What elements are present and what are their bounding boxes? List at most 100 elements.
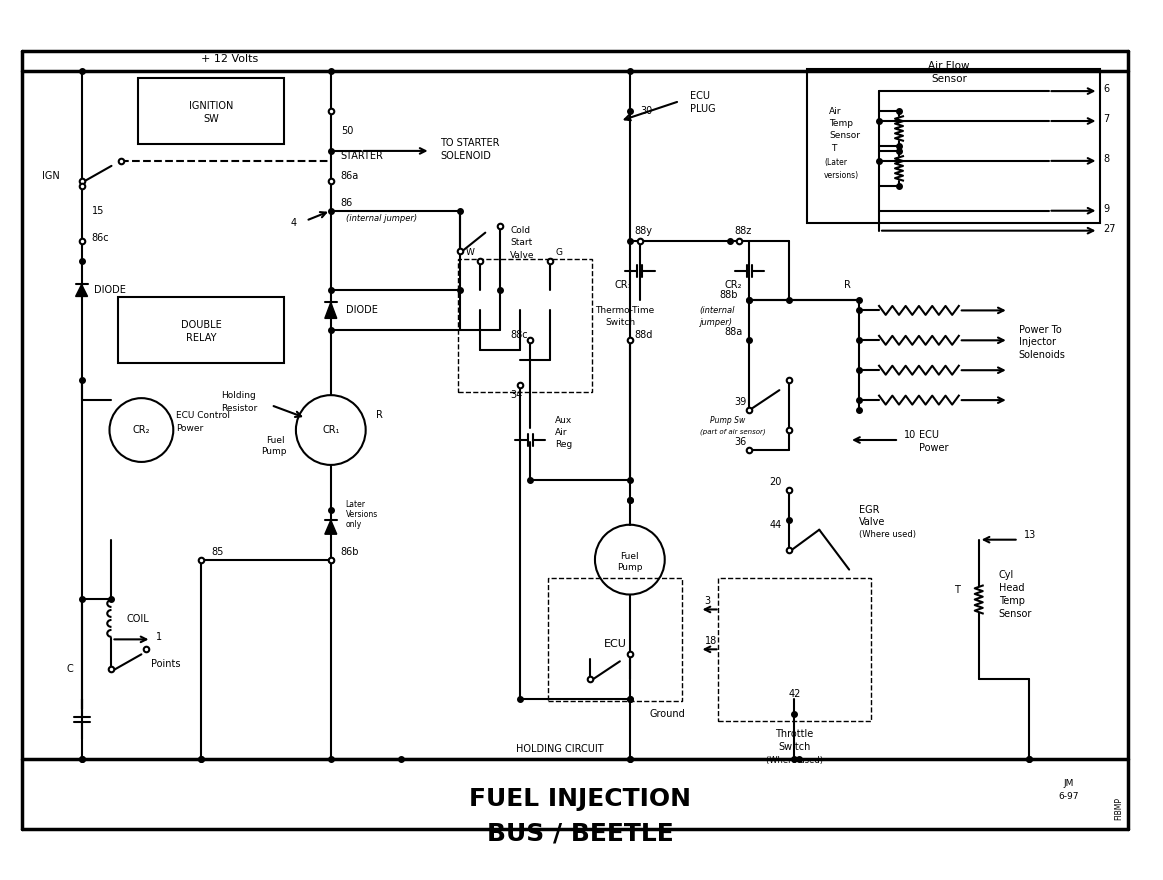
Text: Switch: Switch [605,318,635,326]
Text: G: G [555,248,562,257]
Text: Air: Air [829,106,842,115]
Text: (part of air sensor): (part of air sensor) [700,429,765,436]
Text: Throttle: Throttle [776,729,813,739]
Text: 86b: 86b [341,546,359,557]
Text: Fuel: Fuel [621,552,640,561]
Text: Aux: Aux [555,415,572,424]
Text: 8: 8 [1104,154,1110,164]
Text: 4: 4 [291,217,297,228]
Text: Temp: Temp [829,119,854,128]
Text: Power: Power [919,443,949,453]
Text: IGNITION: IGNITION [188,101,234,111]
Text: 18: 18 [705,636,716,647]
Text: 88z: 88z [735,225,751,236]
Text: 27: 27 [1104,224,1115,234]
Text: CR₁: CR₁ [615,281,633,290]
Text: 86a: 86a [341,171,359,180]
Text: 13: 13 [1023,530,1036,539]
Text: EGR: EGR [859,505,879,515]
Text: CR₂: CR₂ [133,425,150,435]
Text: (Where used): (Where used) [765,757,823,766]
Text: Points: Points [151,659,181,670]
Text: DIODE: DIODE [345,305,378,315]
Text: Holding: Holding [221,391,256,400]
Text: Pump: Pump [261,447,286,457]
Polygon shape [324,303,337,319]
Text: 88y: 88y [635,225,652,236]
Text: 34: 34 [511,390,522,400]
Text: DIODE: DIODE [93,285,126,296]
Polygon shape [76,284,87,297]
Text: 88a: 88a [725,327,743,337]
Text: R: R [844,281,851,290]
Text: Later: Later [345,501,365,510]
Text: Valve: Valve [511,251,535,260]
Text: FIBMP: FIBMP [1114,797,1122,820]
Text: 7: 7 [1104,114,1110,124]
Text: SW: SW [204,114,219,124]
Text: 15: 15 [92,206,104,216]
Text: Pump Sw: Pump Sw [709,415,744,424]
Polygon shape [324,520,337,534]
Text: ECU: ECU [604,640,627,649]
Text: only: only [345,520,362,529]
Text: 88b: 88b [720,290,739,300]
Text: jumper): jumper) [700,318,733,326]
Text: COIL: COIL [127,614,149,625]
Text: CR₁: CR₁ [322,425,340,435]
Text: 86c: 86c [92,232,109,243]
Text: Solenoids: Solenoids [1019,350,1065,360]
Text: (internal: (internal [700,306,735,315]
Text: Resistor: Resistor [221,404,257,413]
Text: Fuel: Fuel [266,436,285,444]
Text: STARTER: STARTER [341,150,384,161]
Text: Thermo-Time: Thermo-Time [595,306,655,315]
Text: ECU Control: ECU Control [177,411,230,420]
Text: Switch: Switch [778,742,811,752]
Text: 30: 30 [640,106,652,116]
Text: 6-97: 6-97 [1058,792,1079,802]
Text: PLUG: PLUG [690,104,715,114]
Text: (Where used): (Where used) [859,531,916,539]
Text: R: R [376,410,383,420]
Text: + 12 Volts: + 12 Volts [201,55,258,64]
Text: 88c: 88c [511,330,528,341]
Text: Sensor: Sensor [930,74,966,84]
Text: Reg: Reg [555,441,572,450]
Text: 9: 9 [1104,204,1110,214]
Text: CR₂: CR₂ [725,281,742,290]
Text: Temp: Temp [999,597,1025,606]
Text: 44: 44 [770,520,782,530]
Text: 10: 10 [904,430,916,440]
Text: FUEL INJECTION: FUEL INJECTION [469,787,691,810]
Text: Start: Start [511,238,533,247]
Text: 85: 85 [212,546,223,557]
Text: Cyl: Cyl [999,569,1014,580]
Text: 3: 3 [705,597,711,606]
Text: Cold: Cold [511,226,530,235]
Text: Valve: Valve [859,517,885,527]
Text: Versions: Versions [345,510,378,519]
Text: Sensor: Sensor [829,131,861,141]
Text: 6: 6 [1104,84,1110,94]
Text: DOUBLE: DOUBLE [180,320,222,330]
Text: 39: 39 [735,397,747,407]
Text: Power: Power [177,423,204,433]
Text: 88d: 88d [635,330,654,341]
Text: 36: 36 [735,437,747,447]
Text: 50: 50 [341,126,354,136]
Text: ECU: ECU [919,430,939,440]
Text: C: C [66,664,73,674]
Text: IGN: IGN [42,171,59,180]
Text: ECU: ECU [690,92,709,101]
Text: HOLDING CIRCUIT: HOLDING CIRCUIT [516,744,604,754]
Text: T: T [954,584,959,595]
Text: Sensor: Sensor [999,610,1032,620]
Text: TO STARTER: TO STARTER [441,138,500,148]
Text: Air: Air [555,428,568,436]
Text: SOLENOID: SOLENOID [441,150,491,161]
Text: Air Flow: Air Flow [928,62,970,71]
Text: 42: 42 [789,689,800,700]
Text: Head: Head [999,583,1025,592]
Text: W: W [465,248,475,257]
